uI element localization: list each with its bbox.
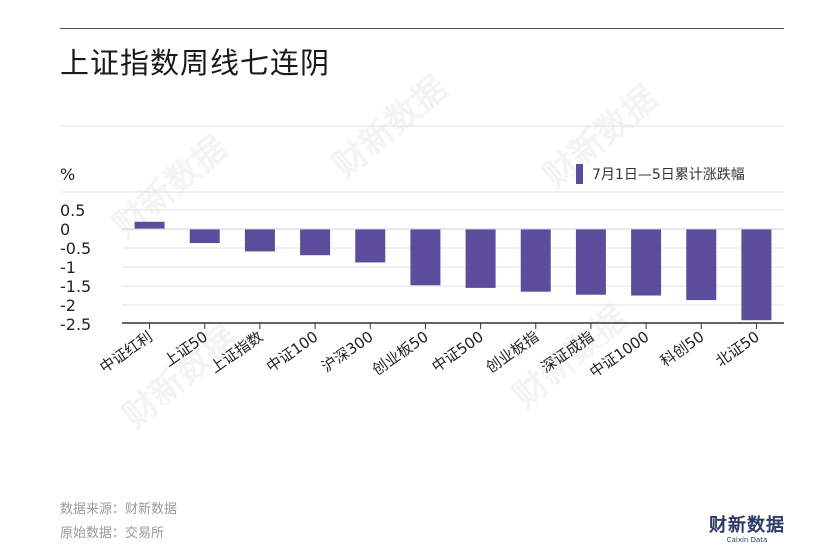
x-tick-label: 上证50 bbox=[161, 328, 212, 371]
source-line: 原始数据：交易所 bbox=[60, 526, 165, 541]
source-line: 数据来源：财新数据 bbox=[60, 502, 178, 517]
grid-lines bbox=[60, 125, 784, 306]
legend-label: 7月1日—5日累计涨跌幅 bbox=[592, 167, 745, 183]
logo-sub-text: Caixin Data bbox=[726, 536, 768, 544]
bar bbox=[300, 229, 331, 256]
bar bbox=[520, 229, 551, 292]
x-tick-label: 中证100 bbox=[263, 328, 321, 376]
y-tick-label: -2 bbox=[60, 296, 76, 315]
y-tick-label: -1 bbox=[60, 258, 76, 277]
bar bbox=[355, 229, 386, 263]
y-tick-labels: 0.50-0.5-1-1.5-2-2.5 bbox=[60, 201, 91, 334]
y-axis-unit: % bbox=[60, 165, 75, 184]
logo-main-text: 财新数据 bbox=[709, 515, 785, 536]
x-tick-label: 中证1000 bbox=[586, 328, 652, 382]
legend: 7月1日—5日累计涨跌幅 bbox=[576, 164, 745, 184]
y-tick-label: -0.5 bbox=[60, 239, 91, 258]
x-tick-label: 创业板指 bbox=[483, 328, 542, 377]
x-tick-label: 上证指数 bbox=[207, 328, 266, 377]
bar bbox=[134, 221, 165, 229]
bar bbox=[244, 229, 275, 252]
bar bbox=[575, 229, 606, 295]
caixin-data-logo: 财新数据 Caixin Data bbox=[706, 516, 788, 545]
x-tick-label: 中证红利 bbox=[96, 328, 155, 377]
x-tick-label: 北证50 bbox=[712, 328, 763, 371]
y-tick-label: -1.5 bbox=[60, 277, 91, 296]
bar bbox=[410, 229, 441, 286]
legend-swatch bbox=[576, 164, 583, 184]
bar bbox=[465, 229, 496, 288]
top-rule bbox=[60, 28, 784, 29]
axes bbox=[122, 228, 784, 329]
x-tick-label: 创业板50 bbox=[369, 328, 432, 380]
bar bbox=[741, 229, 772, 321]
x-tick-label: 科创50 bbox=[657, 328, 708, 371]
y-tick-label: 0 bbox=[60, 220, 70, 239]
x-tick-labels: 中证红利 上证50上证指数中证100沪深300创业板50中证500创业板指深证成指… bbox=[96, 328, 762, 382]
bars bbox=[134, 221, 772, 321]
bar bbox=[631, 229, 662, 296]
y-tick-label: 0.5 bbox=[60, 201, 85, 220]
bar bbox=[686, 229, 717, 301]
x-tick-label: 中证500 bbox=[429, 328, 487, 376]
x-tick-label: 沪深300 bbox=[318, 328, 376, 376]
y-tick-label: -2.5 bbox=[60, 315, 91, 334]
chart-title: 上证指数周线七连阴 bbox=[60, 46, 331, 80]
bar bbox=[189, 229, 220, 244]
